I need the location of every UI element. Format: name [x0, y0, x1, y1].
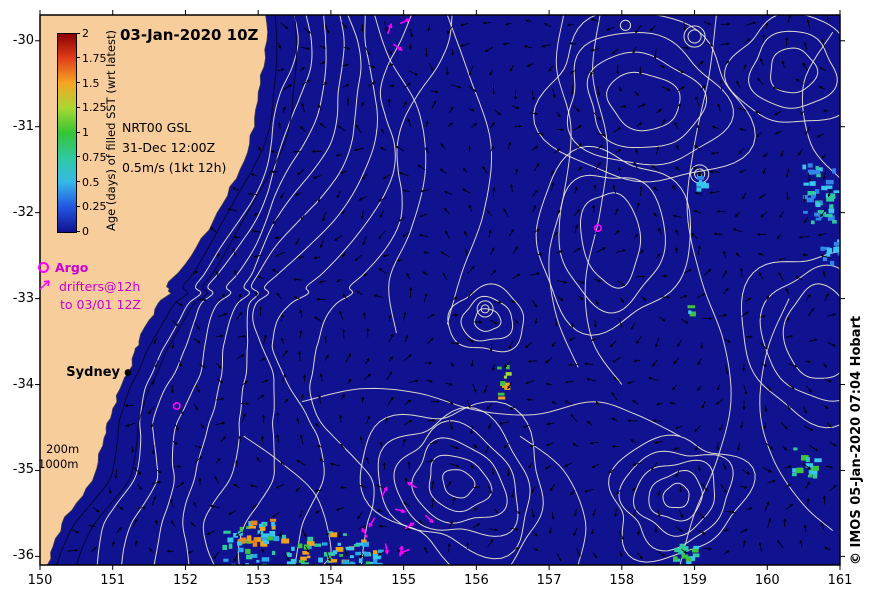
x-axis-tick-label: 150 — [27, 573, 53, 588]
copyright-text: © IMOS 05-Jan-2020 07:04 Hobart — [849, 315, 864, 565]
colorbar-tick-label: 1.5 — [82, 76, 100, 90]
drifter-marker — [424, 514, 434, 524]
x-axis-tick-label: 155 — [391, 573, 417, 588]
colorbar-tick — [76, 230, 80, 232]
y-axis-tick-label: -33 — [12, 290, 34, 306]
drifter-marker — [394, 508, 407, 514]
markers-layer — [124, 18, 702, 557]
drifter-marker — [384, 543, 390, 555]
x-axis-tick-label: 161 — [827, 573, 853, 588]
x-axis-tick-label: 151 — [100, 573, 126, 588]
legend-argo-row: Argo — [38, 260, 141, 275]
map-frame — [39, 14, 841, 566]
argo-label: Argo — [55, 260, 89, 275]
x-axis-tick-label: 153 — [245, 573, 271, 588]
city-dot — [124, 369, 132, 376]
model-info-line-2: 31-Dec 12:00Z — [122, 140, 216, 155]
argo-circle-icon — [38, 262, 49, 273]
colorbar-tick — [76, 156, 80, 158]
colorbar-tick — [76, 32, 80, 34]
drifter-arrow-icon — [38, 278, 53, 294]
island-pixel — [698, 171, 702, 176]
drifter-marker — [381, 486, 388, 497]
ssh-contours-layer — [96, 15, 840, 565]
colorbar-tick-label: 0 — [82, 225, 89, 238]
colorbar-tick — [76, 82, 80, 83]
drifter-marker — [399, 18, 411, 25]
depth-label-200m: 200m — [46, 442, 80, 456]
drifter-label-line2: to 03/01 12Z — [60, 297, 141, 312]
colorbar-tick — [76, 57, 80, 59]
colorbar-tick — [76, 131, 80, 133]
argo-float-marker — [593, 224, 602, 233]
drifter-marker — [393, 43, 403, 51]
colorbar-tick — [76, 181, 80, 182]
current-vectors-layer — [67, 15, 837, 563]
marker-legend: Argo drifters@12h to 03/01 12Z — [38, 260, 141, 315]
land-layer — [40, 15, 298, 565]
colorbar-tick-label: 1 — [82, 126, 89, 139]
colorbar-tick-label: 0.75 — [82, 150, 107, 164]
drifter-marker — [361, 527, 368, 538]
axis-ticks — [35, 10, 845, 570]
drifter-marker — [399, 545, 404, 557]
colorbar-tick-label: 0.25 — [82, 200, 107, 214]
x-axis-tick-label: 154 — [318, 573, 344, 588]
x-axis-tick-label: 152 — [173, 573, 198, 588]
y-axis-tick-label: -36 — [12, 548, 34, 564]
drifter-marker — [406, 481, 418, 489]
city-label: Sydney — [66, 364, 120, 380]
legend-drifter-row2: to 03/01 12Z — [60, 297, 141, 312]
drifter-marker — [386, 23, 393, 35]
drifter-marker — [368, 517, 376, 528]
colorbar-tick-label: 1.75 — [82, 51, 107, 65]
depth-label-1000m: 1000m — [38, 457, 79, 471]
argo-float-marker — [172, 402, 181, 411]
drifter-marker — [404, 522, 415, 530]
colorbar-tick-label: 2 — [82, 27, 89, 40]
y-axis-tick-label: -30 — [12, 32, 34, 48]
x-axis-tick-label: 156 — [463, 573, 489, 588]
x-axis-tick-label: 159 — [682, 573, 707, 588]
x-axis-tick-label: 158 — [609, 573, 635, 588]
legend-drifter-row: drifters@12h — [38, 278, 141, 294]
y-axis-tick-label: -31 — [12, 118, 34, 134]
y-axis-tick-label: -35 — [12, 462, 34, 478]
date-title: 03-Jan-2020 10Z — [120, 26, 259, 44]
x-axis-tick-label: 160 — [754, 573, 780, 588]
model-info-line-1: NRT00 GSL — [122, 120, 192, 135]
colorbar-tick — [76, 205, 80, 207]
y-axis-tick-label: -32 — [12, 204, 34, 220]
colorbar-tick — [76, 106, 80, 108]
colorbar-tick-label: 0.5 — [82, 175, 100, 189]
sst-age-patches-layer — [222, 163, 840, 565]
x-axis-tick-label: 157 — [536, 573, 562, 588]
sst-age-colorbar — [57, 33, 77, 233]
y-axis-tick-label: -34 — [12, 376, 34, 392]
colorbar-tick-label: 1.25 — [82, 101, 107, 115]
model-info-line-3: 0.5m/s (1kt 12h) — [122, 160, 227, 175]
model-info-block: NRT00 GSL 31-Dec 12:00Z 0.5m/s (1kt 12h) — [122, 118, 226, 178]
drifter-label-line1: drifters@12h — [59, 278, 141, 294]
